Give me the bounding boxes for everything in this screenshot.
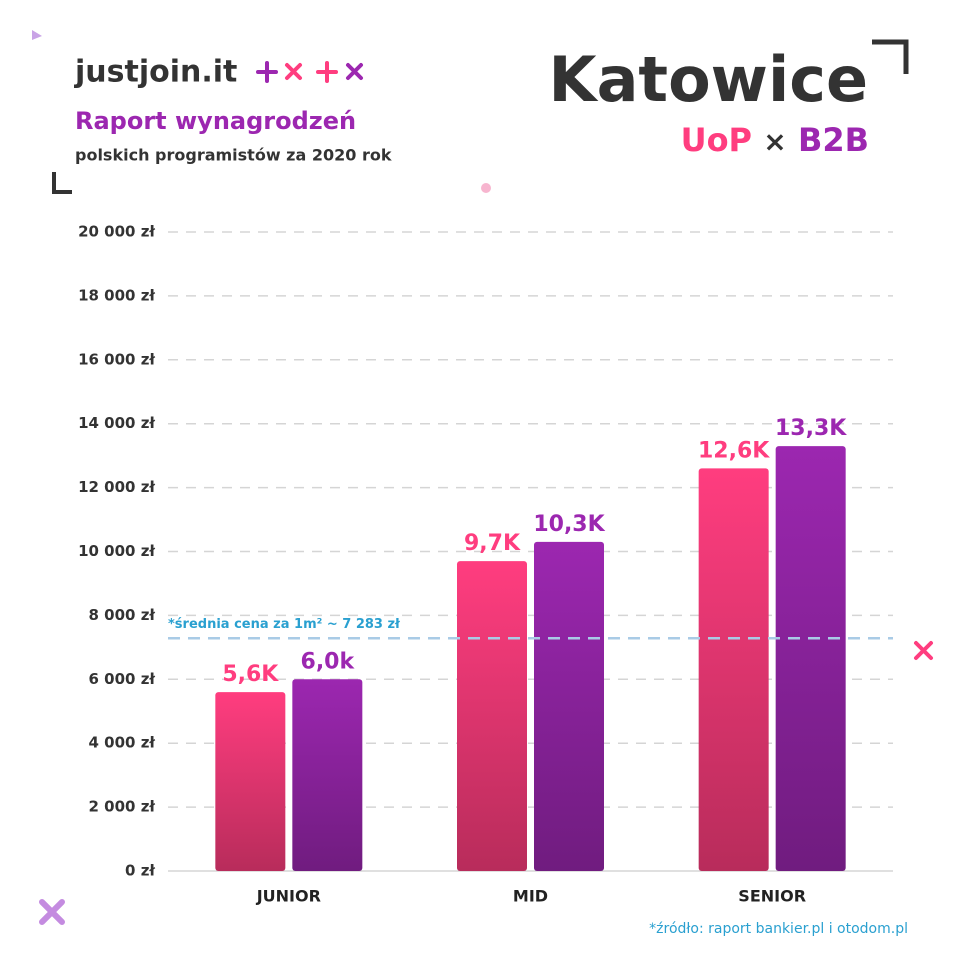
decoration [872, 39, 909, 74]
reference-label: *średnia cena za 1m² ~ 7 283 zł [168, 617, 401, 632]
bar [457, 561, 527, 871]
bar [698, 468, 769, 871]
y-tick-label: 8 000 zł [89, 606, 156, 624]
y-tick-label: 4 000 zł [89, 734, 156, 752]
report-subtitle: polskich programistów za 2020 rok [75, 146, 392, 165]
legend-entry: UoP [681, 121, 752, 159]
y-tick-label: 6 000 zł [89, 670, 156, 688]
decoration [52, 172, 72, 194]
y-tick-label: 10 000 zł [78, 542, 155, 560]
y-tick-label: 18 000 zł [78, 286, 155, 304]
report-title: Raport wynagrodzeń [75, 107, 356, 135]
decoration [481, 183, 491, 193]
x-tick-label: SENIOR [738, 887, 806, 906]
title-joiner: × [763, 125, 786, 158]
decoration [32, 30, 42, 40]
x-tick-label: JUNIOR [256, 887, 321, 906]
value-label: 10,3K [533, 512, 605, 537]
value-label: 5,6K [222, 662, 279, 687]
y-tick-label: 20 000 zł [78, 223, 155, 241]
bar [292, 679, 363, 871]
y-tick-label: 0 zł [125, 862, 155, 880]
decoration [914, 641, 933, 660]
decoration [39, 899, 65, 925]
legend-entry: B2B [798, 121, 869, 159]
bar [775, 446, 846, 871]
x-tick-label: MID [513, 887, 548, 906]
bar [534, 541, 604, 871]
value-label: 12,6K [698, 438, 770, 463]
value-label: 9,7K [464, 531, 521, 556]
chart-title: Katowice [549, 43, 868, 116]
bar [215, 692, 286, 871]
y-tick-label: 14 000 zł [78, 414, 155, 432]
brand: justjoin.it [74, 55, 237, 90]
y-tick-label: 12 000 zł [78, 478, 155, 496]
source: *źródło: raport bankier.pl i otodom.pl [649, 921, 908, 937]
y-tick-label: 16 000 zł [78, 350, 155, 368]
decoration [256, 61, 363, 83]
y-tick-label: 2 000 zł [89, 798, 156, 816]
value-label: 6,0k [301, 649, 356, 674]
value-label: 13,3K [775, 416, 847, 441]
